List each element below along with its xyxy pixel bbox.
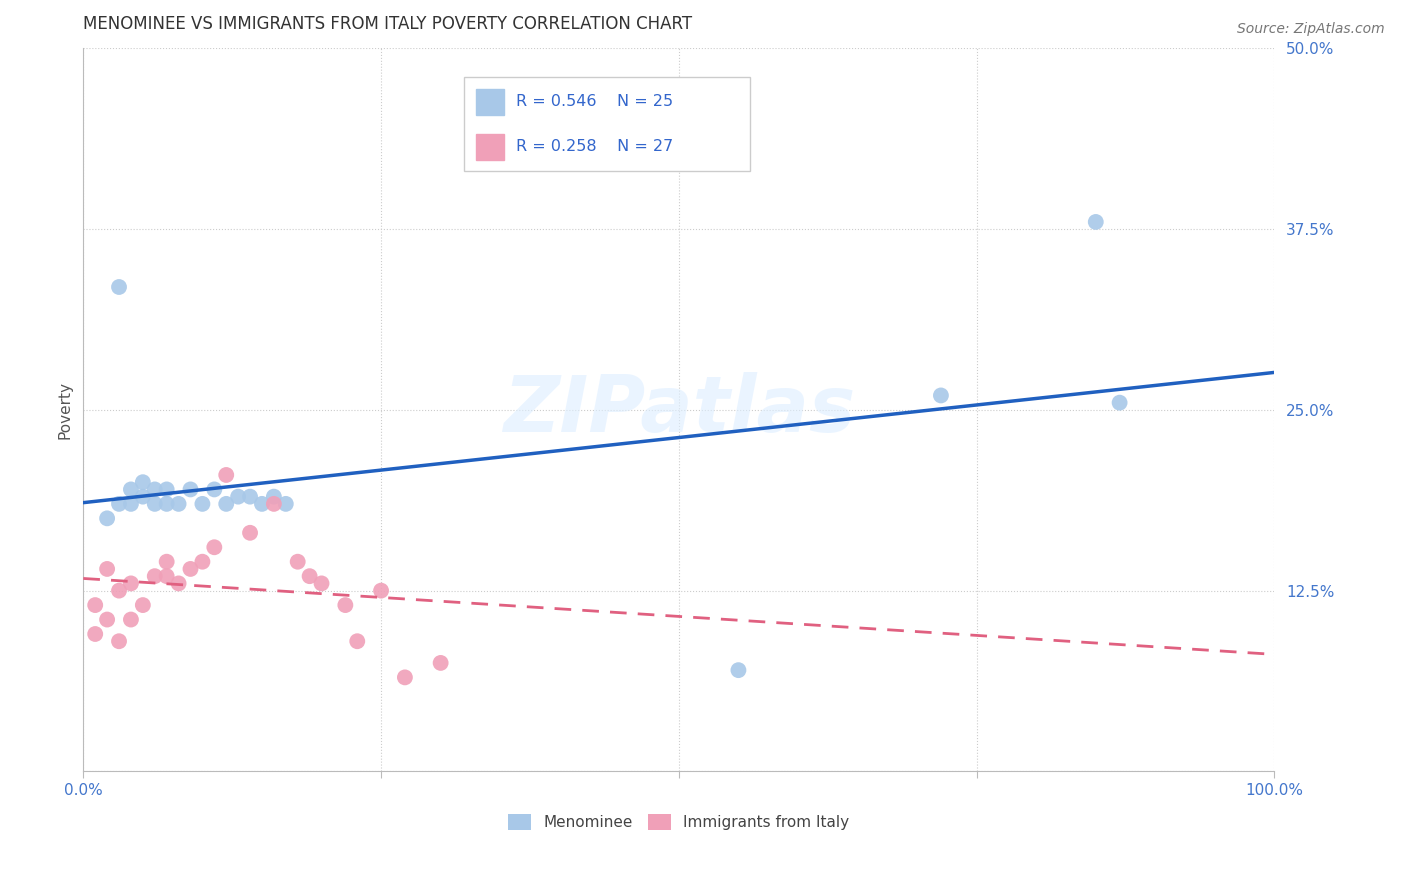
Point	[167, 576, 190, 591]
Point	[202, 541, 225, 555]
Point	[96, 613, 118, 627]
Point	[727, 663, 749, 677]
Y-axis label: Poverty: Poverty	[58, 381, 72, 439]
Point	[298, 569, 321, 583]
Legend: Menominee, Immigrants from Italy: Menominee, Immigrants from Italy	[502, 808, 855, 836]
Point	[108, 280, 131, 294]
Point	[335, 598, 357, 612]
Point	[179, 562, 201, 576]
Point	[263, 497, 285, 511]
Point	[191, 555, 214, 569]
Text: Source: ZipAtlas.com: Source: ZipAtlas.com	[1237, 22, 1385, 37]
Point	[215, 497, 238, 511]
Point	[156, 497, 179, 511]
Point	[132, 598, 155, 612]
Point	[274, 497, 297, 511]
Point	[156, 555, 179, 569]
Point	[156, 569, 179, 583]
Point	[429, 656, 451, 670]
Point	[108, 634, 131, 648]
Point	[226, 490, 249, 504]
Text: MENOMINEE VS IMMIGRANTS FROM ITALY POVERTY CORRELATION CHART: MENOMINEE VS IMMIGRANTS FROM ITALY POVER…	[83, 15, 692, 33]
Point	[108, 497, 131, 511]
Point	[929, 388, 952, 402]
Point	[96, 511, 118, 525]
Point	[179, 483, 201, 497]
Point	[167, 497, 190, 511]
Point	[108, 583, 131, 598]
Point	[120, 576, 142, 591]
Point	[132, 475, 155, 490]
Point	[143, 497, 166, 511]
Point	[215, 467, 238, 482]
Point	[370, 583, 392, 598]
Point	[239, 525, 262, 540]
Point	[191, 497, 214, 511]
Point	[156, 483, 179, 497]
Point	[250, 497, 273, 511]
Point	[346, 634, 368, 648]
Point	[96, 562, 118, 576]
Point	[394, 670, 416, 684]
Point	[1084, 215, 1107, 229]
Point	[311, 576, 333, 591]
Point	[143, 483, 166, 497]
Text: ZIPatlas: ZIPatlas	[503, 372, 855, 448]
Point	[84, 598, 107, 612]
Point	[143, 569, 166, 583]
Point	[84, 627, 107, 641]
Point	[132, 490, 155, 504]
Point	[1108, 395, 1130, 409]
Point	[202, 483, 225, 497]
Point	[263, 490, 285, 504]
Point	[120, 483, 142, 497]
Point	[120, 613, 142, 627]
Point	[120, 497, 142, 511]
Point	[239, 490, 262, 504]
Point	[287, 555, 309, 569]
